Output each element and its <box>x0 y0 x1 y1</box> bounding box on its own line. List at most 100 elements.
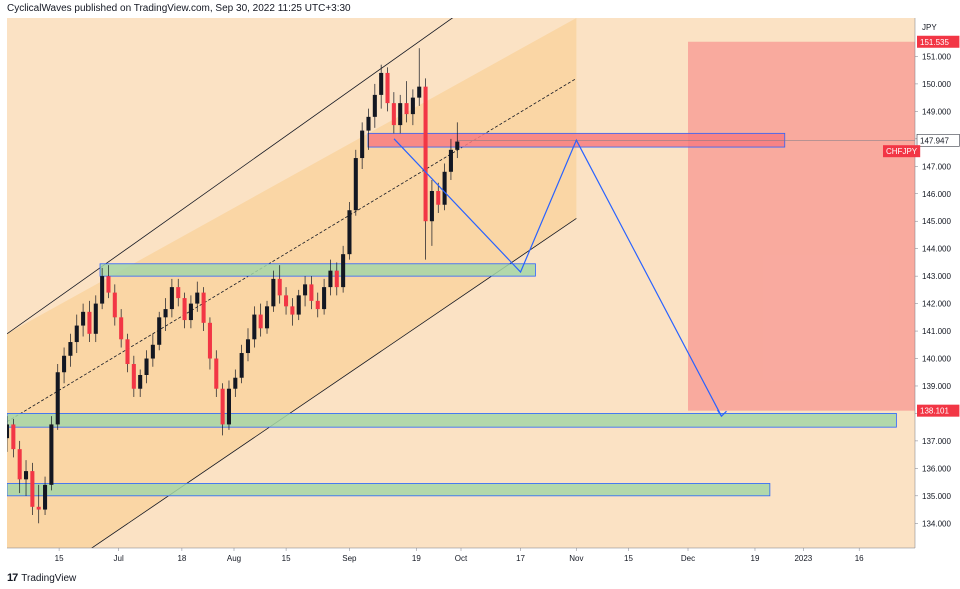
candle-body <box>93 303 98 334</box>
candle-body <box>271 278 276 307</box>
candle-body <box>201 292 206 323</box>
candle-body <box>81 311 86 326</box>
candle-body <box>417 86 422 98</box>
candle-body <box>385 72 390 104</box>
candle <box>366 108 371 150</box>
candle <box>448 138 453 181</box>
time-tick-label: Jul <box>114 554 124 563</box>
candle <box>207 317 212 370</box>
price-tick-label: 139.000 <box>922 382 951 391</box>
candle <box>55 364 60 430</box>
candle-body <box>391 103 396 126</box>
candle <box>125 333 130 373</box>
footer: 17 TradingView <box>7 572 76 584</box>
price-tick-label: 143.000 <box>922 272 951 281</box>
candle <box>220 383 225 436</box>
candle-body <box>442 171 447 205</box>
candle-body <box>296 295 301 315</box>
candle-body <box>23 471 29 480</box>
time-tick-label: Nov <box>569 554 583 563</box>
candle-body <box>131 364 136 389</box>
candle <box>157 311 162 351</box>
candle-body <box>239 353 244 378</box>
candle <box>442 163 447 211</box>
candle-body <box>7 424 10 439</box>
projection-layer <box>393 138 727 418</box>
candle <box>372 83 377 128</box>
candle <box>87 300 92 343</box>
price-tick-label: 144.000 <box>922 245 951 254</box>
candle-body <box>100 276 105 304</box>
candle <box>385 67 390 112</box>
candle <box>23 460 29 496</box>
candle <box>347 201 352 260</box>
candle-body <box>220 388 225 425</box>
candle <box>30 462 35 516</box>
projection-arrowhead <box>716 409 727 418</box>
candles-layer <box>7 48 460 524</box>
time-tick-label: 19 <box>412 554 421 563</box>
price-badge <box>883 145 921 158</box>
candle-body <box>334 270 339 288</box>
candle <box>106 265 111 299</box>
candle <box>62 347 67 384</box>
time-tick-label: 15 <box>624 554 633 563</box>
candle <box>93 295 98 343</box>
candle-body <box>49 424 54 485</box>
candle <box>131 355 136 397</box>
channel-lower-line <box>91 218 577 548</box>
candle-body <box>303 284 308 296</box>
candle-body <box>410 97 415 115</box>
candle <box>74 314 79 354</box>
candle-body <box>436 191 441 205</box>
time-tick-label: Oct <box>455 554 468 563</box>
candle-body <box>233 377 238 389</box>
candle <box>423 78 428 260</box>
price-tick-label: 142.000 <box>922 300 951 309</box>
candle-body <box>398 103 403 126</box>
candle <box>284 287 289 315</box>
support-zone-1 <box>99 263 536 277</box>
candle <box>341 245 346 293</box>
candle-body <box>138 374 143 389</box>
candle <box>214 350 219 397</box>
time-tick-label: 18 <box>177 554 186 563</box>
candle-body <box>226 388 231 425</box>
candle <box>353 149 358 216</box>
candle <box>252 306 257 348</box>
price-badge-label: CHFJPY <box>886 147 918 156</box>
candle-body <box>62 355 67 373</box>
candle <box>417 48 422 106</box>
candle-body <box>423 86 428 222</box>
candle <box>226 380 231 430</box>
candle-body <box>347 210 352 255</box>
candle-body <box>277 278 282 296</box>
candle-body <box>245 339 251 354</box>
candle-body <box>195 292 200 304</box>
time-tick-label: 16 <box>855 554 864 563</box>
candle <box>239 344 244 384</box>
candle <box>436 182 441 213</box>
candle-body <box>207 322 212 359</box>
tradingview-logo: 17 <box>7 572 18 584</box>
candle <box>17 440 22 494</box>
candle-body <box>182 298 187 321</box>
candle-body <box>68 342 73 356</box>
candle <box>404 81 409 123</box>
candle <box>176 278 181 307</box>
candle-body <box>360 130 365 159</box>
candle <box>188 295 193 329</box>
time-tick-label: 2023 <box>794 554 812 563</box>
candle-body <box>55 372 60 425</box>
candle-body <box>328 270 333 288</box>
channel-middle-line <box>7 78 577 423</box>
candle <box>169 278 174 318</box>
support-zone-2 <box>7 413 897 428</box>
time-tick-label: 15 <box>282 554 291 563</box>
candle-body <box>315 300 320 310</box>
candle <box>328 259 333 296</box>
candle <box>391 92 396 134</box>
candle <box>315 292 320 318</box>
candle <box>398 94 403 134</box>
